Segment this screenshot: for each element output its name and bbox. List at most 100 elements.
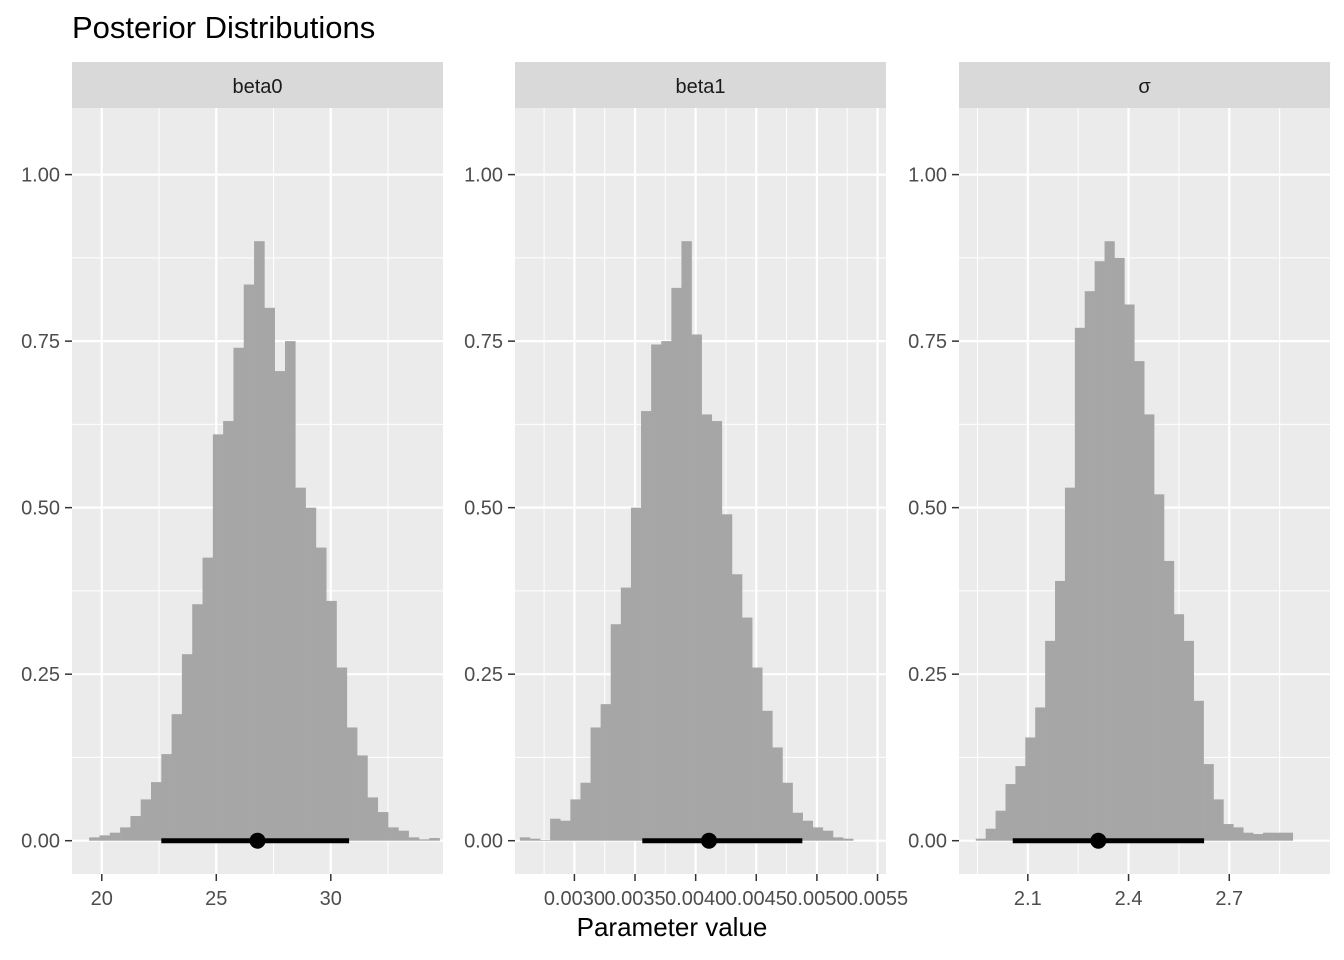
histogram-bar	[1223, 824, 1234, 841]
histogram-bar	[1154, 494, 1165, 841]
y-tick-label: 0.25	[464, 664, 503, 686]
histogram-bar	[772, 747, 783, 841]
histogram-bar	[254, 241, 265, 841]
histogram-bar	[1173, 614, 1185, 841]
histogram-bar	[202, 557, 214, 841]
histogram-bar	[1124, 304, 1135, 841]
histogram-bar	[1203, 764, 1214, 841]
histogram-bar	[671, 287, 682, 841]
y-tick-label: 0.25	[21, 664, 60, 686]
histogram-bar	[540, 840, 551, 841]
histogram-bar	[109, 832, 121, 841]
histogram-bar	[630, 507, 642, 841]
histogram-bar	[357, 755, 368, 841]
histogram-bar	[264, 307, 275, 841]
chart-title: Posterior Distributions	[72, 10, 376, 45]
histogram-bar	[580, 782, 591, 841]
histogram-bar	[802, 820, 814, 841]
facet-strip-label: beta0	[232, 76, 282, 98]
histogram-bar	[762, 710, 773, 841]
x-tick-label: 30	[320, 888, 342, 910]
histogram-bar	[832, 837, 844, 841]
histogram-bar	[752, 667, 763, 841]
histogram-bar	[995, 810, 1006, 841]
histogram-bar	[1104, 241, 1115, 841]
histogram-bar	[284, 341, 296, 841]
facet-strip	[72, 62, 443, 108]
histogram-bar	[985, 828, 996, 841]
histogram-bar	[620, 587, 632, 841]
histogram-bar	[742, 617, 753, 841]
x-tick-label: 2.4	[1115, 888, 1143, 910]
x-tick-label: 0.0040	[665, 888, 726, 910]
histogram-bar	[274, 371, 286, 841]
histogram-bar	[590, 727, 601, 841]
histogram-bar	[1272, 832, 1284, 841]
histogram-bar	[161, 754, 172, 841]
histogram-bar	[812, 827, 824, 841]
histogram-bar	[151, 782, 162, 841]
histogram-bar	[305, 507, 317, 841]
histogram-bar	[295, 487, 306, 841]
x-tick-label: 0.0050	[786, 888, 847, 910]
histogram-bar	[89, 837, 100, 841]
histogram-bar	[326, 600, 337, 841]
y-tick-label: 0.00	[464, 831, 503, 853]
histogram-bar	[130, 816, 142, 841]
histogram-bar	[600, 704, 612, 841]
histogram-bar	[1025, 737, 1036, 841]
y-tick-label: 0.50	[908, 498, 947, 520]
histogram-bar	[731, 574, 743, 841]
y-tick-label: 0.00	[21, 831, 60, 853]
histogram-bar	[398, 830, 409, 841]
histogram-bar	[1183, 640, 1194, 841]
histogram-bar	[1094, 261, 1105, 841]
histogram-bar	[367, 797, 379, 841]
histogram-bar	[782, 782, 793, 841]
point-estimate	[249, 832, 266, 849]
histogram-bar	[641, 411, 652, 841]
histogram-bar	[336, 667, 348, 841]
histogram-bar	[140, 799, 152, 841]
y-tick-label: 0.00	[908, 831, 947, 853]
histogram-bar	[651, 344, 662, 841]
histogram-bar	[99, 835, 111, 841]
y-tick-label: 0.75	[908, 331, 947, 353]
x-tick-label: 25	[205, 888, 227, 910]
y-tick-label: 1.00	[464, 165, 503, 187]
histogram-bar	[610, 624, 622, 841]
histogram-bar	[388, 827, 399, 841]
x-tick-label: 2.7	[1215, 888, 1243, 910]
x-tick-label: 20	[91, 888, 113, 910]
histogram-bar	[721, 514, 733, 841]
histogram-bar	[408, 837, 420, 841]
histogram-bar	[975, 838, 986, 841]
x-tick-label: 0.0045	[726, 888, 787, 910]
histogram-bar	[560, 820, 571, 841]
histogram-bar	[691, 334, 702, 841]
panel-2: σ 0.00 0.25 0.50 0.75 1.00 2.1 2.4 2.7	[908, 62, 1330, 910]
histogram-bar	[1064, 487, 1076, 841]
x-tick-label: 0.0030	[544, 888, 605, 910]
histogram-bar	[1263, 832, 1274, 841]
histogram-bar	[346, 727, 358, 841]
histogram-bar	[1144, 414, 1155, 841]
histogram-bar	[1213, 799, 1224, 841]
x-tick-label: 2.1	[1014, 888, 1042, 910]
y-tick-label: 0.75	[21, 331, 60, 353]
histogram-bar	[570, 799, 581, 841]
histogram-bar	[1055, 580, 1066, 841]
point-estimate	[700, 832, 717, 849]
x-axis-label: Parameter value	[576, 912, 768, 942]
histogram-bar	[1084, 291, 1095, 841]
y-tick-label: 1.00	[21, 165, 60, 187]
y-tick-label: 0.50	[464, 498, 503, 520]
histogram-bar	[1233, 827, 1244, 841]
histogram-bar	[1015, 766, 1026, 841]
facet-strip	[515, 62, 886, 108]
histogram-bar	[233, 347, 245, 841]
histogram-bar	[822, 830, 834, 841]
histogram-bar	[181, 654, 193, 841]
